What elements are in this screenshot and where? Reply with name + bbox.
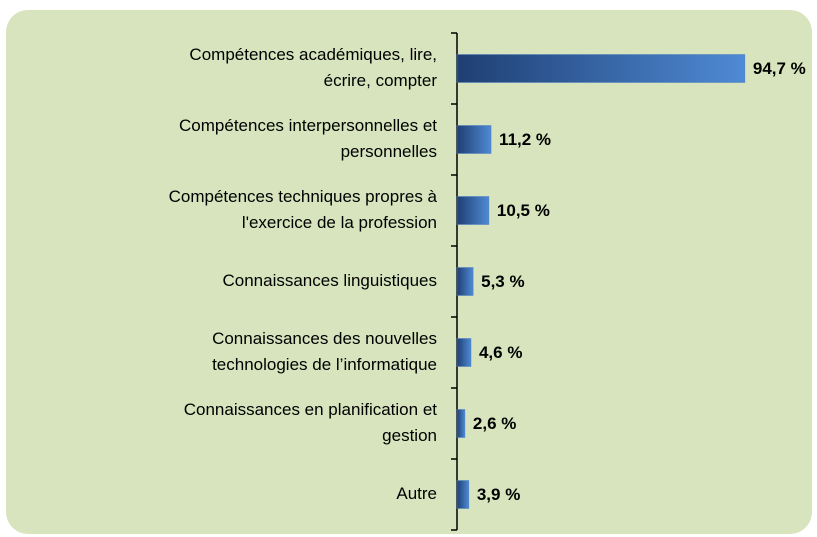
value-label: 10,5 % xyxy=(497,201,550,220)
y-tick-label: l'exercice de la profession xyxy=(242,213,437,232)
y-tick-label: personnelles xyxy=(341,142,437,161)
y-tick-label: technologies de l’informatique xyxy=(212,355,437,374)
y-tick-label: Compétences interpersonnelles et xyxy=(179,116,437,135)
chart-background xyxy=(6,10,812,534)
y-tick-label: Compétences techniques propres à xyxy=(169,187,438,206)
y-tick-label: Connaissances linguistiques xyxy=(222,271,437,290)
bar xyxy=(456,196,490,225)
y-tick-label: Connaissances des nouvelles xyxy=(212,329,437,348)
bar xyxy=(456,480,470,509)
value-label: 5,3 % xyxy=(481,272,524,291)
value-label: 4,6 % xyxy=(479,343,522,362)
bar xyxy=(456,338,472,367)
bar xyxy=(456,125,492,154)
value-label: 11,2 % xyxy=(499,130,551,149)
y-tick-label: Compétences académiques, lire, xyxy=(189,45,437,64)
bar xyxy=(456,54,746,83)
value-label: 3,9 % xyxy=(477,485,520,504)
y-tick-label: écrire, compter xyxy=(324,71,438,90)
bar xyxy=(456,409,466,438)
value-label: 2,6 % xyxy=(473,414,516,433)
bar xyxy=(456,267,474,296)
y-tick-label: gestion xyxy=(382,426,437,445)
y-tick-label: Connaissances en planification et xyxy=(184,400,438,419)
y-tick-label: Autre xyxy=(396,484,437,503)
value-label: 94,7 % xyxy=(753,59,806,78)
